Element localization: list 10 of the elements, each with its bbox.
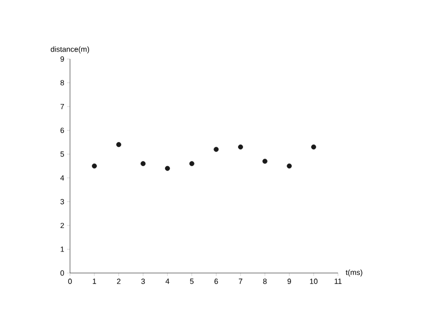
point (238, 144, 244, 150)
point (164, 166, 170, 171)
point (262, 158, 268, 164)
point (214, 146, 219, 152)
point (140, 161, 146, 166)
point (189, 161, 194, 166)
point (311, 144, 316, 150)
point (92, 164, 97, 168)
point (116, 142, 122, 148)
point (286, 164, 292, 168)
